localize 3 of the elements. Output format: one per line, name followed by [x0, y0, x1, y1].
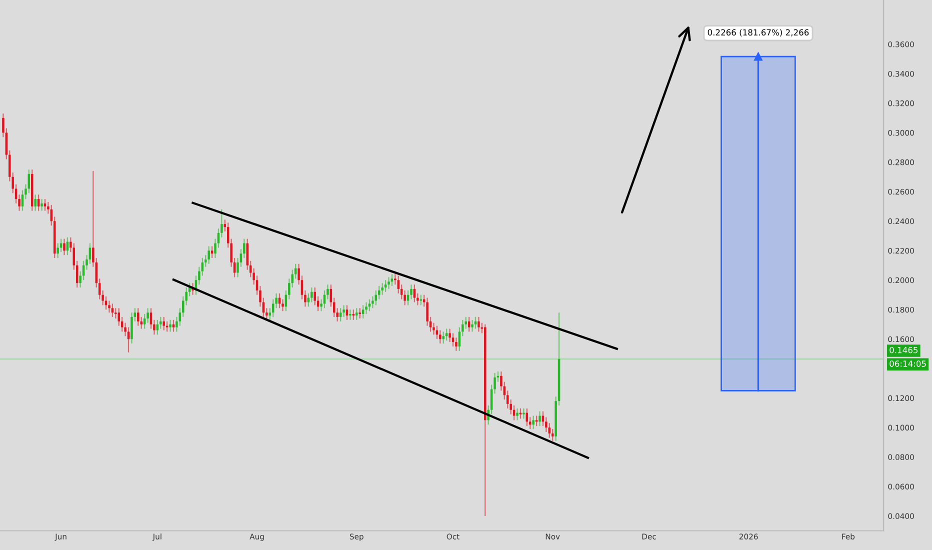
text: 06:14:05 [890, 360, 926, 367]
ref-line-label: 0.1465 [890, 346, 918, 354]
annotation: 0.2266 (181.67%) 2,266 [708, 29, 809, 37]
